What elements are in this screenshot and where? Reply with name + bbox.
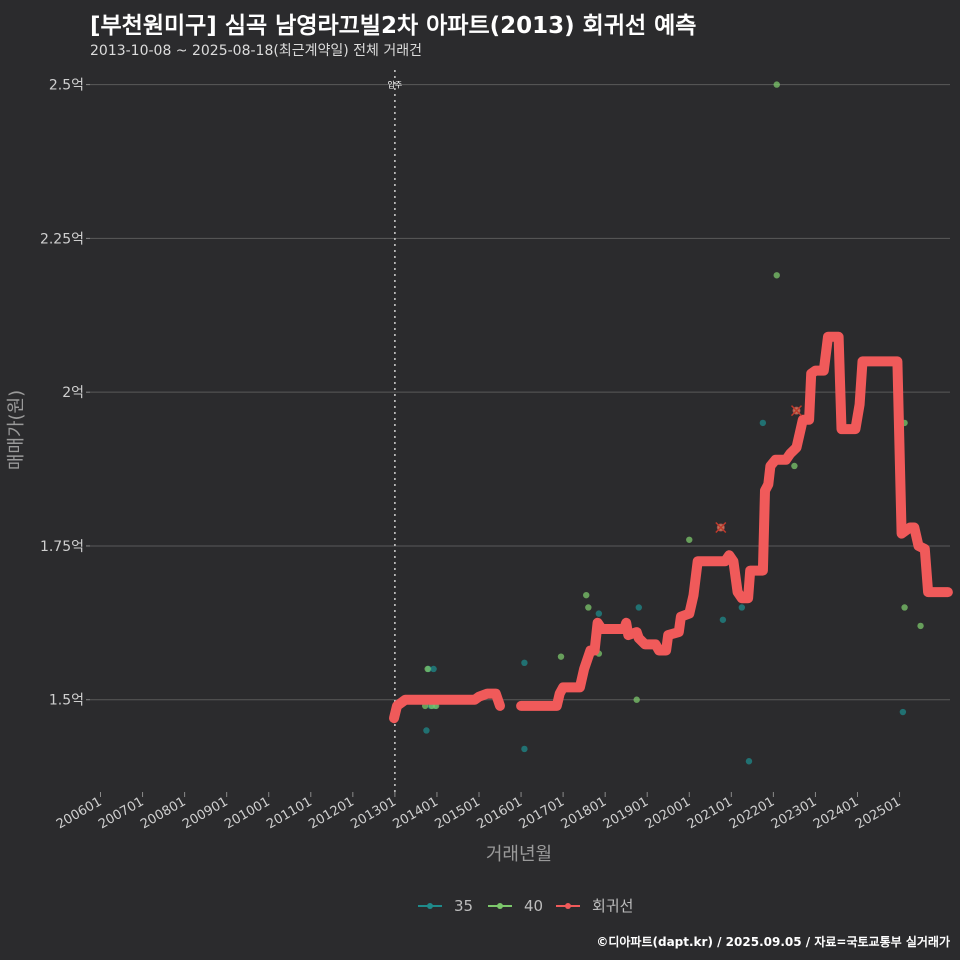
x-tick-label: 201601 bbox=[475, 794, 525, 832]
move-in-line: 입주 bbox=[388, 70, 403, 792]
point-40 bbox=[773, 81, 780, 88]
regression-marker-x bbox=[715, 521, 727, 534]
point-40 bbox=[557, 653, 565, 660]
chart-title: [부천원미구] 심곡 남영라끄빌2차 아파트(2013) 회귀선 예측 bbox=[90, 13, 697, 39]
legend-dot bbox=[497, 903, 503, 909]
point-35 bbox=[521, 745, 528, 753]
point-35 bbox=[595, 610, 603, 617]
legend-label: 35 bbox=[454, 897, 473, 915]
y-tick-label: 2.25억 bbox=[40, 231, 84, 247]
point-35 bbox=[521, 659, 528, 667]
y-tick-label: 2.5억 bbox=[49, 78, 84, 94]
point-40 bbox=[585, 604, 592, 611]
x-axis-ticks: 2006012007012008012009012010012011012012… bbox=[54, 792, 904, 832]
y-axis-ticks: 1.5억 1.75억 2억 2.25억 2.5억 bbox=[40, 78, 90, 709]
point-40 bbox=[791, 462, 798, 470]
point-40 bbox=[901, 604, 908, 611]
x-tick-label: 201501 bbox=[433, 794, 483, 832]
y-axis-title: 매매가(원) bbox=[6, 390, 27, 470]
point-40 bbox=[424, 665, 431, 673]
legend-dot bbox=[427, 903, 433, 909]
legend-label: 40 bbox=[524, 897, 543, 915]
source-caption: ©디아파트(dapt.kr) / 2025.09.05 / 자료=국토교통부 실… bbox=[596, 935, 950, 949]
y-tick-label: 1.75억 bbox=[40, 539, 84, 555]
move-in-label: 입주 bbox=[388, 81, 403, 90]
legend-label: 회귀선 bbox=[592, 897, 633, 915]
scatter-points bbox=[421, 81, 924, 765]
y-tick-label: 1.5억 bbox=[49, 693, 84, 709]
point-40 bbox=[583, 591, 590, 599]
regression-marker-x bbox=[790, 405, 803, 417]
point-40 bbox=[917, 622, 924, 630]
x-tick-label: 202401 bbox=[811, 794, 861, 832]
gridlines bbox=[90, 84, 950, 701]
x-tick-label: 202201 bbox=[727, 794, 777, 832]
regression-segment bbox=[389, 688, 505, 724]
point-35 bbox=[635, 604, 643, 611]
x-tick-label: 200701 bbox=[96, 794, 146, 832]
point-40 bbox=[633, 696, 640, 703]
chart-subtitle: 2013-10-08 ~ 2025-08-18(최근계약일) 전체 거래건 bbox=[90, 43, 422, 59]
x-axis-title: 거래년월 bbox=[486, 844, 552, 865]
point-35 bbox=[899, 708, 907, 716]
legend-dot bbox=[565, 903, 571, 909]
x-tick-label: 201201 bbox=[306, 794, 356, 832]
point-35 bbox=[759, 419, 767, 427]
x-tick-label: 201401 bbox=[390, 794, 440, 832]
regression-markers bbox=[715, 405, 803, 534]
legend: 35 40 회귀선 bbox=[418, 897, 633, 915]
point-40 bbox=[773, 272, 780, 279]
point-40 bbox=[686, 536, 693, 543]
x-tick-label: 201701 bbox=[517, 794, 567, 832]
point-35 bbox=[745, 758, 753, 765]
x-tick-label: 201301 bbox=[348, 794, 398, 832]
point-35 bbox=[719, 616, 727, 623]
point-35 bbox=[423, 727, 430, 734]
y-tick-label: 2억 bbox=[62, 385, 84, 401]
regression-line bbox=[389, 331, 953, 724]
x-tick-label: 202101 bbox=[685, 794, 735, 832]
x-tick-label: 201801 bbox=[559, 794, 609, 832]
x-tick-label: 201101 bbox=[264, 794, 314, 832]
regression-segment bbox=[516, 331, 953, 711]
x-tick-label: 200601 bbox=[54, 794, 104, 832]
x-tick-label: 201901 bbox=[601, 794, 651, 832]
x-tick-label: 200901 bbox=[180, 794, 230, 832]
x-tick-label: 200801 bbox=[138, 794, 188, 832]
x-tick-label: 202501 bbox=[853, 794, 903, 832]
x-tick-label: 202301 bbox=[769, 794, 819, 832]
x-tick-label: 202001 bbox=[643, 794, 693, 832]
x-tick-label: 201001 bbox=[222, 794, 272, 832]
point-35 bbox=[738, 604, 746, 611]
point-35 bbox=[430, 665, 437, 673]
